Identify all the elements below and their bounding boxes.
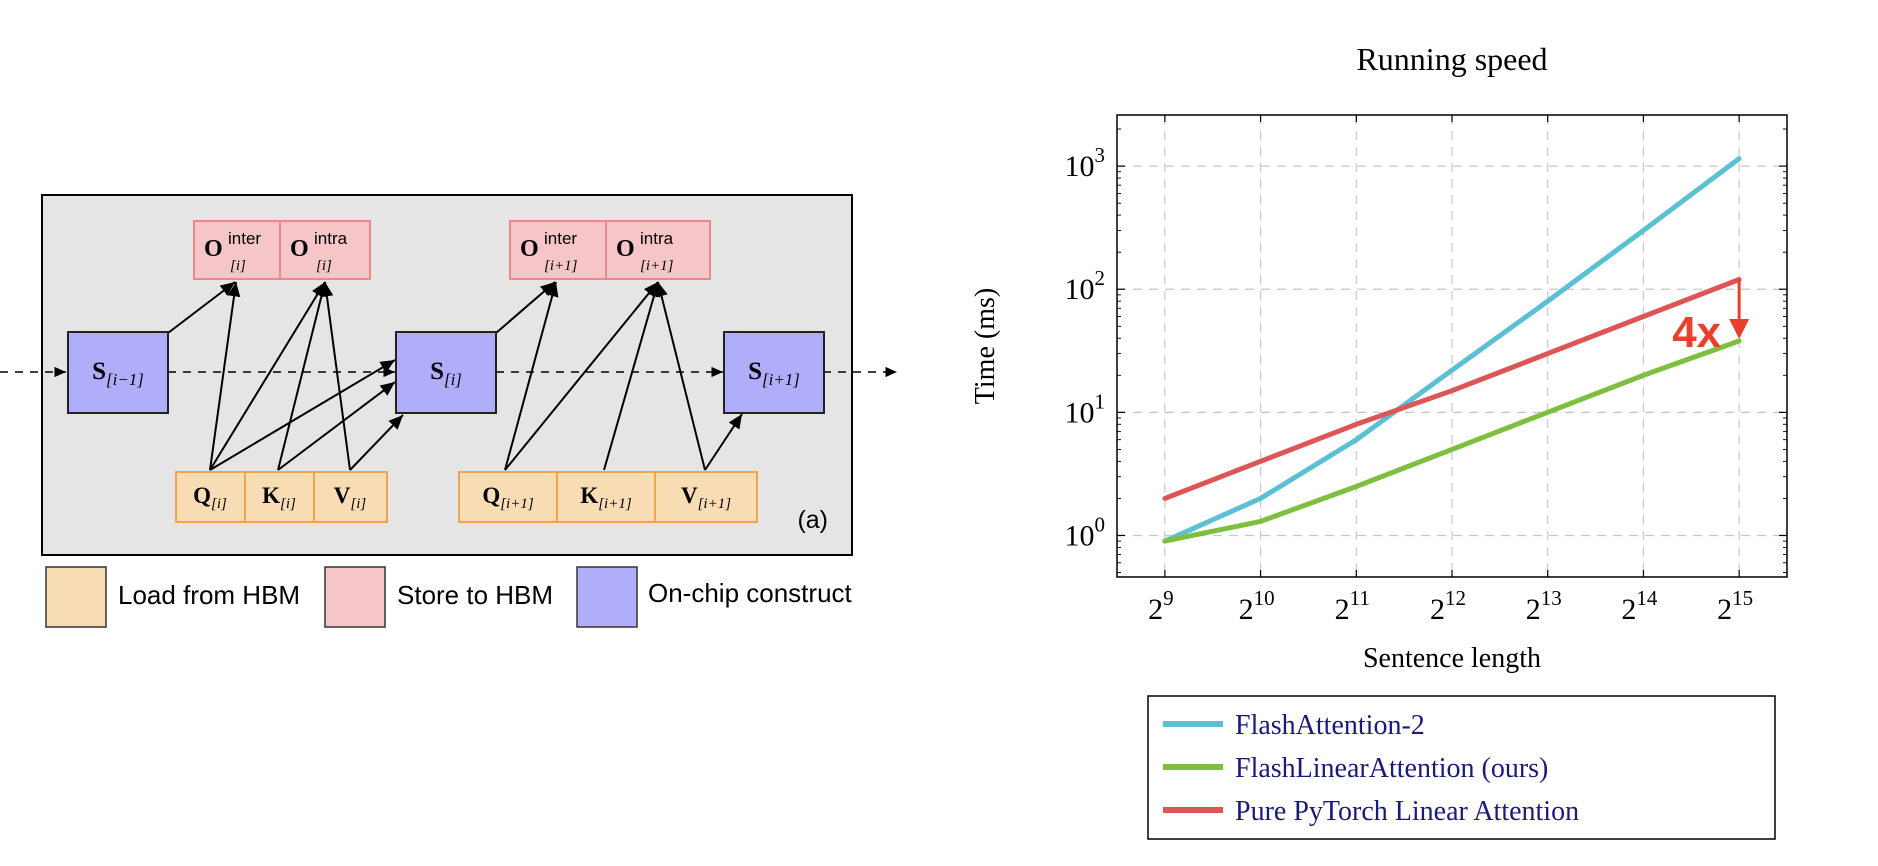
y-tick-label: 101 [1065, 389, 1106, 429]
output-node-o-intra-i: O intra [i] [279, 220, 371, 280]
y-tick-label: 103 [1065, 143, 1106, 183]
legend-label-onchip: On-chip construct [648, 578, 853, 608]
input-node-k-i1: K[i+1] [556, 471, 656, 523]
svg-text:S[i]: S[i] [430, 358, 462, 389]
output-node-o-inter-i: O inter [i] [193, 220, 281, 280]
svg-text:K[i]: K[i] [262, 483, 296, 512]
y-tick-label: 100 [1065, 512, 1106, 552]
svg-text:Q[i+1]: Q[i+1] [482, 483, 534, 512]
y-tick-label: 102 [1065, 266, 1106, 306]
svg-text:inter: inter [544, 229, 577, 248]
legend-label-load: Load from HBM [118, 580, 300, 610]
speedup-annotation: 4x [1672, 279, 1750, 357]
input-node-k-i: K[i] [244, 471, 315, 523]
svg-text:Q[i]: Q[i] [193, 483, 227, 512]
series-line-flashlinearattention [1162, 338, 1742, 544]
output-node-o-inter-i1: O inter [i+1] [509, 220, 607, 280]
chart-series [1162, 156, 1742, 544]
svg-text:O: O [616, 236, 635, 262]
chart-legend: FlashAttention-2 FlashLinearAttention (ou… [1147, 695, 1776, 840]
input-node-v-i: V[i] [313, 471, 388, 523]
x-axis-label: Sentence length [1363, 643, 1541, 674]
x-tick-label: 29 [1148, 586, 1174, 626]
input-node-q-i: Q[i] [175, 471, 246, 523]
svg-text:[i]: [i] [230, 258, 246, 274]
legend-swatch-store [324, 566, 386, 628]
svg-text:intra: intra [314, 229, 348, 248]
x-tick-label: 212 [1430, 586, 1466, 626]
chart-title: Running speed [1356, 41, 1547, 77]
speedup-label: 4x [1672, 308, 1721, 357]
legend-label-store: Store to HBM [397, 580, 553, 610]
svg-text:V[i]: V[i] [334, 483, 367, 512]
panel-label: (a) [797, 506, 828, 534]
series-line-flashattention-2 [1162, 156, 1742, 544]
x-tick-label: 214 [1621, 586, 1658, 626]
axis-ticks: 29 210 211 212 213 214 215 100 101 102 103 [1065, 115, 1787, 626]
state-node-s-prev: S[i−1] [67, 331, 169, 414]
legend-entry-flashlinearattention: FlashLinearAttention (ours) [1235, 753, 1548, 784]
svg-text:inter: inter [228, 229, 261, 248]
x-tick-label: 211 [1335, 586, 1370, 626]
legend-entry-pytorch-linear-attention: Pure PyTorch Linear Attention [1235, 796, 1579, 827]
svg-text:[i]: [i] [316, 258, 332, 274]
state-node-s-current: S[i] [395, 331, 497, 414]
legend-entry-flashattention-2: FlashAttention-2 [1235, 710, 1425, 741]
input-node-v-i1: V[i+1] [654, 471, 758, 523]
svg-text:intra: intra [640, 229, 674, 248]
x-tick-label: 210 [1239, 586, 1275, 626]
svg-text:K[i+1]: K[i+1] [580, 483, 632, 512]
flash-linear-attention-diagram: S[i−1] S[i] S[i+1] O inter [i] O intra [… [0, 194, 897, 628]
y-axis-label: Time (ms) [970, 288, 1001, 404]
running-speed-chart: Running speed 29 210 211 212 213 214 215 100 101… [970, 41, 1788, 840]
svg-text:O: O [204, 236, 223, 262]
diagram-legend: Load from HBM Store to HBM On-chip const… [45, 566, 853, 628]
svg-text:[i+1]: [i+1] [640, 258, 674, 274]
input-node-q-i1: Q[i+1] [458, 471, 558, 523]
x-tick-label: 213 [1526, 586, 1562, 626]
output-node-o-intra-i1: O intra [i+1] [605, 220, 711, 280]
svg-text:O: O [290, 236, 309, 262]
legend-swatch-load [45, 566, 107, 628]
x-tick-label: 215 [1717, 586, 1753, 626]
svg-text:S[i−1]: S[i−1] [92, 358, 144, 389]
speedup-arrow-head [1729, 318, 1750, 339]
svg-text:V[i+1]: V[i+1] [681, 483, 731, 512]
svg-text:O: O [520, 236, 539, 262]
svg-text:[i+1]: [i+1] [544, 258, 578, 274]
svg-text:S[i+1]: S[i+1] [748, 358, 800, 389]
state-node-s-next: S[i+1] [723, 331, 825, 414]
legend-frame [1147, 695, 1776, 840]
legend-swatch-onchip [576, 566, 638, 628]
series-line-pytorch-linear-attention [1162, 277, 1742, 501]
dependency-arrows [167, 281, 743, 471]
